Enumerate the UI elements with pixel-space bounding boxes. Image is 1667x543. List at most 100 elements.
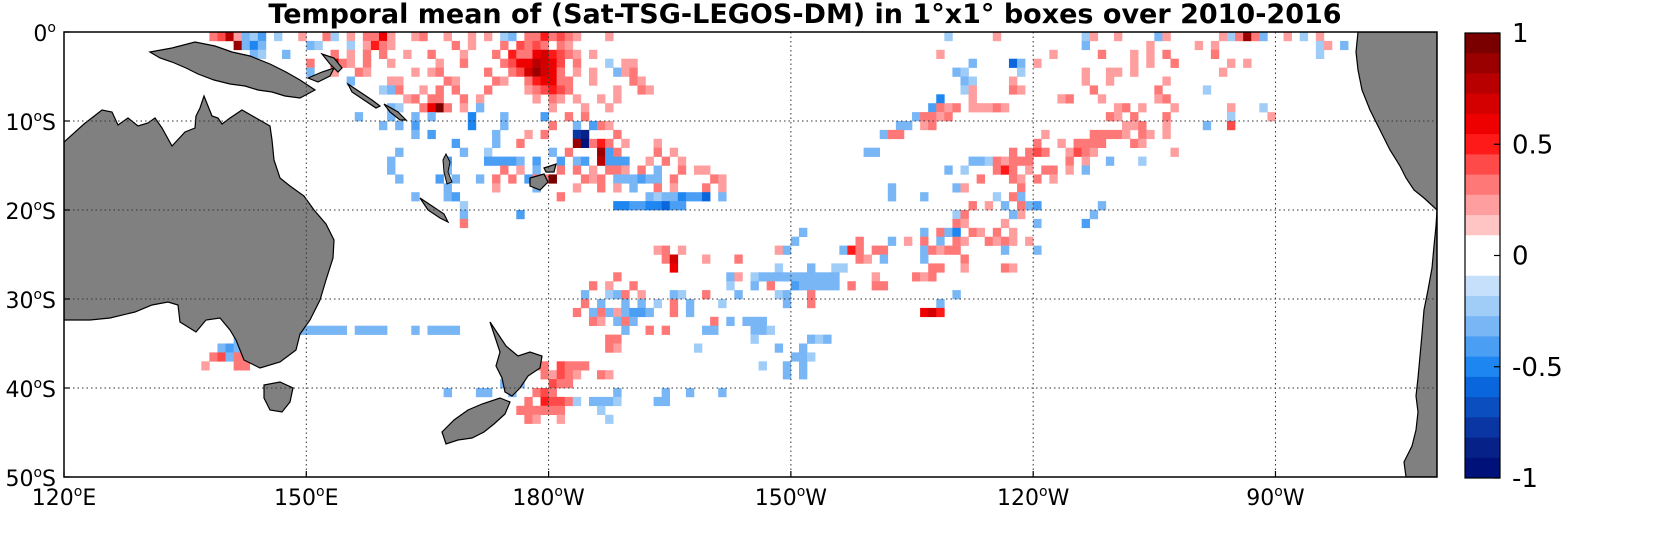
heatmap-cell: [548, 405, 557, 415]
heatmap-cell: [540, 388, 549, 398]
heatmap-cell: [346, 40, 356, 51]
heatmap-cell: [621, 156, 630, 166]
heatmap-cell: [629, 201, 638, 211]
heatmap-cell: [734, 254, 743, 264]
heatmap-cell: [661, 325, 671, 335]
heatmap-cell: [984, 103, 994, 113]
heatmap-cell: [548, 85, 557, 95]
heatmap-cell: [556, 379, 566, 389]
heatmap-cell: [298, 32, 307, 42]
heatmap-cell: [992, 192, 1002, 202]
heatmap-cell: [1227, 58, 1236, 68]
heatmap-cell: [815, 272, 824, 282]
heatmap-cell: [677, 290, 687, 300]
heatmap-cell: [362, 325, 372, 335]
heatmap-cell: [1146, 129, 1155, 140]
heatmap-cell: [540, 370, 549, 380]
heatmap-cell: [798, 352, 808, 362]
heatmap-cell: [427, 67, 436, 77]
heatmap-cell: [548, 49, 557, 59]
heatmap-cell: [1017, 156, 1026, 166]
heatmap-cell: [798, 343, 808, 353]
x-axis-ticks: 120oE 150oE 180oW 150oW 120oW 90oW: [32, 471, 1305, 511]
heatmap-cell: [653, 183, 662, 193]
y-axis-ticks: 0o 10oS 20oS 30oS 40oS 50oS: [5, 20, 70, 492]
heatmap-cell: [564, 49, 574, 59]
heatmap-cell: [645, 156, 654, 166]
heatmap-cell: [661, 245, 671, 255]
heatmap-cell: [1227, 112, 1236, 122]
heatmap-cell: [750, 272, 759, 282]
heatmap-cell: [516, 40, 525, 51]
heatmap-cell: [354, 112, 364, 122]
heatmap-cell: [556, 40, 566, 51]
heatmap-cell: [920, 307, 929, 318]
heatmap-cell: [766, 281, 776, 291]
heatmap-cell: [645, 85, 654, 95]
heatmap-cell: [920, 254, 929, 264]
heatmap-cell: [1000, 245, 1010, 255]
heatmap-cell: [968, 156, 977, 166]
heatmap-cell: [653, 201, 662, 211]
heatmap-cell: [588, 316, 598, 326]
heatmap-cell: [572, 129, 582, 140]
heatmap-cell: [419, 103, 428, 113]
heatmap-cell: [661, 254, 671, 264]
heatmap-cell: [597, 94, 606, 104]
heatmap-cell: [605, 343, 614, 353]
heatmap-cell: [548, 121, 557, 131]
land-new-britain: [306, 66, 336, 83]
heatmap-cell: [782, 370, 792, 380]
heatmap-cell: [572, 307, 582, 318]
heatmap-cell: [855, 236, 864, 246]
land-south-america: [1355, 32, 1437, 477]
heatmap-cell: [556, 192, 566, 202]
heatmap-cell: [451, 76, 461, 86]
heatmap-cell: [572, 396, 582, 407]
heatmap-cell: [887, 192, 897, 202]
heatmap-cell: [992, 165, 1002, 175]
heatmap-cell: [718, 299, 727, 309]
heatmap-cell: [500, 76, 509, 86]
heatmap-cell: [580, 103, 590, 113]
heatmap-cell: [653, 174, 662, 184]
heatmap-cell: [354, 67, 364, 77]
heatmap-cell: [782, 245, 792, 255]
heatmap-cell: [920, 121, 929, 131]
heatmap-cell: [411, 192, 420, 202]
heatmap-cell: [621, 67, 630, 77]
heatmap-cell: [572, 58, 582, 68]
heatmap-cell: [1113, 67, 1123, 77]
heatmap-cell: [597, 174, 606, 184]
heatmap-cell: [693, 165, 703, 175]
heatmap-cell: [395, 147, 404, 157]
heatmap-cell: [645, 192, 654, 202]
heatmap-cell: [960, 165, 969, 175]
heatmap-cell: [807, 263, 816, 273]
heatmap-cell: [1122, 103, 1131, 113]
y-tick-label: 10oS: [5, 109, 56, 136]
heatmap-cell: [637, 85, 646, 95]
heatmap-cell: [960, 85, 969, 95]
heatmap-cell: [629, 316, 638, 326]
heatmap-cell: [879, 281, 889, 291]
heatmap-cell: [1073, 147, 1082, 157]
heatmap-cell: [936, 307, 945, 318]
heatmap-cell: [346, 32, 356, 42]
heatmap-cell: [370, 325, 380, 335]
heatmap-cell: [920, 227, 929, 237]
heatmap-cell: [669, 263, 679, 273]
heatmap-cell: [992, 103, 1002, 113]
land-layer: [64, 32, 1437, 477]
heatmap-cell: [217, 343, 226, 353]
heatmap-cell: [685, 307, 695, 318]
heatmap-cell: [1162, 129, 1171, 140]
heatmap-cell: [1138, 121, 1147, 131]
heatmap-cell: [968, 227, 977, 237]
heatmap-cell: [1154, 85, 1163, 95]
heatmap-cell: [815, 334, 824, 344]
heatmap-cell: [564, 76, 574, 86]
heatmap-cell: [1315, 32, 1325, 42]
heatmap-cell: [952, 67, 961, 77]
heatmap-cell: [1008, 85, 1018, 95]
